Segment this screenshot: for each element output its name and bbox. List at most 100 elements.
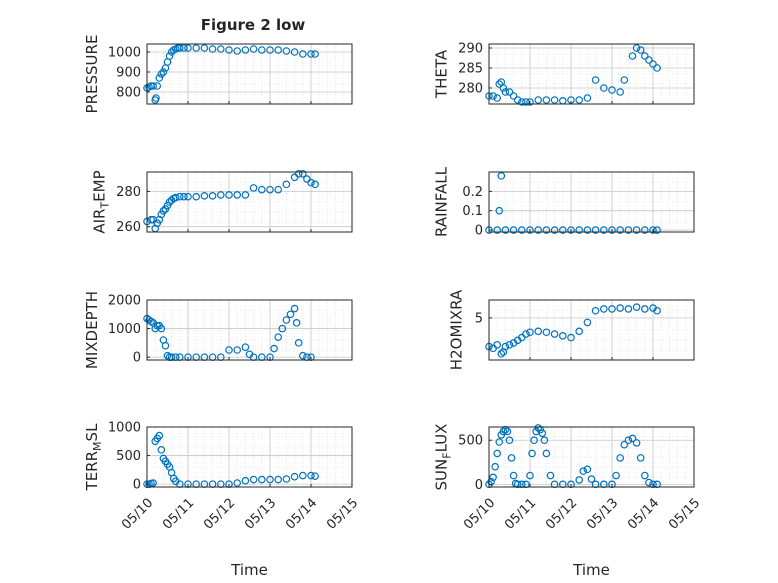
y-tick-label: 0 <box>133 478 141 493</box>
data-point <box>159 207 168 215</box>
data-point <box>257 185 266 194</box>
data-point <box>147 317 155 326</box>
data-point <box>153 82 162 90</box>
data-point <box>225 346 233 354</box>
data-point <box>493 340 502 349</box>
data-point <box>616 226 625 234</box>
y-axis-label-main: TERR <box>83 451 101 492</box>
x-axis-label: Time <box>572 561 610 579</box>
y-axis-label-main: H2OMIXRA <box>448 289 466 370</box>
y-tick-label: 1000 <box>108 322 141 337</box>
data-point <box>294 339 303 347</box>
data-point <box>493 94 502 102</box>
data-point <box>184 44 192 52</box>
data-point <box>233 479 242 487</box>
y-tick-label: 1000 <box>108 421 141 436</box>
data-point <box>149 479 157 487</box>
data-point <box>526 328 534 337</box>
data-point <box>507 454 516 462</box>
data-point <box>266 46 274 54</box>
data-point <box>583 318 592 327</box>
data-point <box>513 96 522 104</box>
data-point <box>575 327 584 336</box>
data-point <box>200 192 209 200</box>
data-point <box>542 328 551 337</box>
data-point <box>249 184 258 192</box>
y-tick-label: 500 <box>458 434 483 449</box>
data-point <box>292 319 301 327</box>
data-point <box>575 96 584 104</box>
data-point <box>517 98 526 106</box>
data-point <box>241 191 250 199</box>
data-point <box>274 333 283 341</box>
data-point <box>233 191 242 199</box>
data-point <box>282 316 291 324</box>
data-point <box>217 45 225 53</box>
data-point <box>495 80 504 88</box>
data-point <box>534 96 543 104</box>
data-point <box>640 52 649 60</box>
data-point <box>583 94 592 102</box>
data-point <box>307 471 315 480</box>
y-tick-label: 285 <box>458 62 483 77</box>
data-point <box>241 476 250 485</box>
data-point <box>653 306 661 315</box>
axes-box <box>146 43 353 105</box>
data-point <box>624 436 633 445</box>
data-point <box>180 44 188 52</box>
data-point <box>542 96 551 104</box>
data-point <box>522 98 530 106</box>
y-axis-label: AIRTEMP <box>91 170 112 233</box>
data-point <box>632 44 641 52</box>
y-axis-label: SUNFLUX <box>433 424 454 491</box>
data-point <box>501 342 510 351</box>
axes-box <box>146 171 353 233</box>
data-point <box>266 475 274 484</box>
x-axis-label: Time <box>230 561 268 579</box>
data-point <box>534 226 543 234</box>
y-axis-label-subscript: M <box>91 441 104 451</box>
axes-box <box>488 426 695 488</box>
data-point <box>636 46 645 54</box>
data-point <box>653 226 661 234</box>
axes-box <box>146 426 353 488</box>
data-point <box>632 303 641 311</box>
y-tick-label: 800 <box>116 86 141 101</box>
data-point <box>286 310 295 319</box>
data-point <box>528 449 536 458</box>
data-point <box>509 471 518 480</box>
data-point <box>233 47 242 55</box>
data-point <box>157 70 166 78</box>
data-point <box>526 226 534 234</box>
data-point <box>575 226 584 234</box>
data-point <box>522 330 530 338</box>
data-point <box>298 50 307 58</box>
data-point <box>489 473 497 482</box>
data-point <box>632 439 641 447</box>
data-point <box>616 88 625 96</box>
data-point <box>497 349 506 358</box>
data-point <box>599 84 608 92</box>
data-point <box>217 191 225 199</box>
data-point <box>311 50 319 58</box>
subplot-5: 0 1000 2000 MIXDEPTH <box>83 291 353 369</box>
data-point <box>208 192 217 200</box>
data-point <box>624 305 633 313</box>
data-point <box>282 47 291 55</box>
data-point <box>147 215 155 224</box>
data-point <box>653 64 661 72</box>
subplot-1: 800 900 1000 PRESSURE <box>83 35 353 113</box>
data-point <box>257 46 266 54</box>
data-point <box>526 471 534 480</box>
data-point <box>636 454 645 462</box>
axes-box <box>146 299 353 361</box>
data-point <box>550 96 559 104</box>
data-point <box>517 480 526 489</box>
y-tick-label: 1000 <box>108 46 141 61</box>
data-point <box>505 88 514 96</box>
data-point <box>257 475 266 484</box>
data-point <box>509 92 518 100</box>
data-point <box>489 92 497 100</box>
data-point <box>311 472 319 480</box>
y-axis-label: TERRMSL <box>83 423 104 492</box>
